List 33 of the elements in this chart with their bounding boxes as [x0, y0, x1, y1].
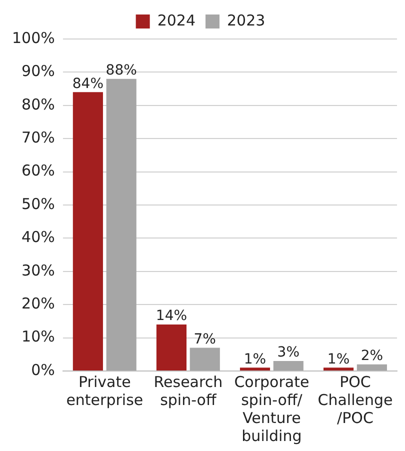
data-label: 14%: [156, 308, 188, 324]
data-label: 1%: [327, 351, 350, 368]
data-label: 7%: [194, 331, 216, 348]
bar: [273, 361, 304, 370]
y-tick-label: 10%: [22, 328, 55, 346]
y-tick-label: 60%: [22, 162, 55, 180]
x-tick-label: Corporate spin-off/ Venture building: [234, 372, 310, 445]
x-tick-label: POC Challenge /POC: [318, 372, 393, 427]
data-label: 84%: [72, 76, 104, 92]
bar: [72, 92, 103, 370]
data-label: 1%: [244, 351, 266, 368]
y-tick-label: 70%: [22, 128, 55, 146]
data-label: 2%: [360, 348, 384, 364]
y-tick-label: 20%: [22, 294, 55, 312]
y-tick-label: 50%: [22, 194, 55, 213]
y-tick-label: 30%: [22, 261, 55, 280]
bar: [106, 78, 136, 370]
bar: [323, 368, 354, 370]
y-tick-label: 90%: [22, 62, 55, 80]
y-tick-label: 100%: [12, 28, 55, 47]
x-tick-label: Private enterprise: [66, 372, 144, 409]
bar: [356, 364, 387, 370]
y-tick-label: 80%: [22, 95, 55, 114]
legend-label: 2023: [227, 11, 266, 30]
bar: [240, 368, 270, 370]
y-tick-label: 0%: [31, 360, 55, 379]
legend-label: 2024: [157, 11, 196, 30]
x-tick-label: Research spin-off: [154, 372, 223, 409]
data-label: 88%: [106, 62, 137, 78]
y-tick-label: 40%: [22, 228, 55, 246]
data-label: 3%: [277, 344, 300, 361]
bar: [190, 348, 220, 370]
bar: [156, 324, 187, 370]
